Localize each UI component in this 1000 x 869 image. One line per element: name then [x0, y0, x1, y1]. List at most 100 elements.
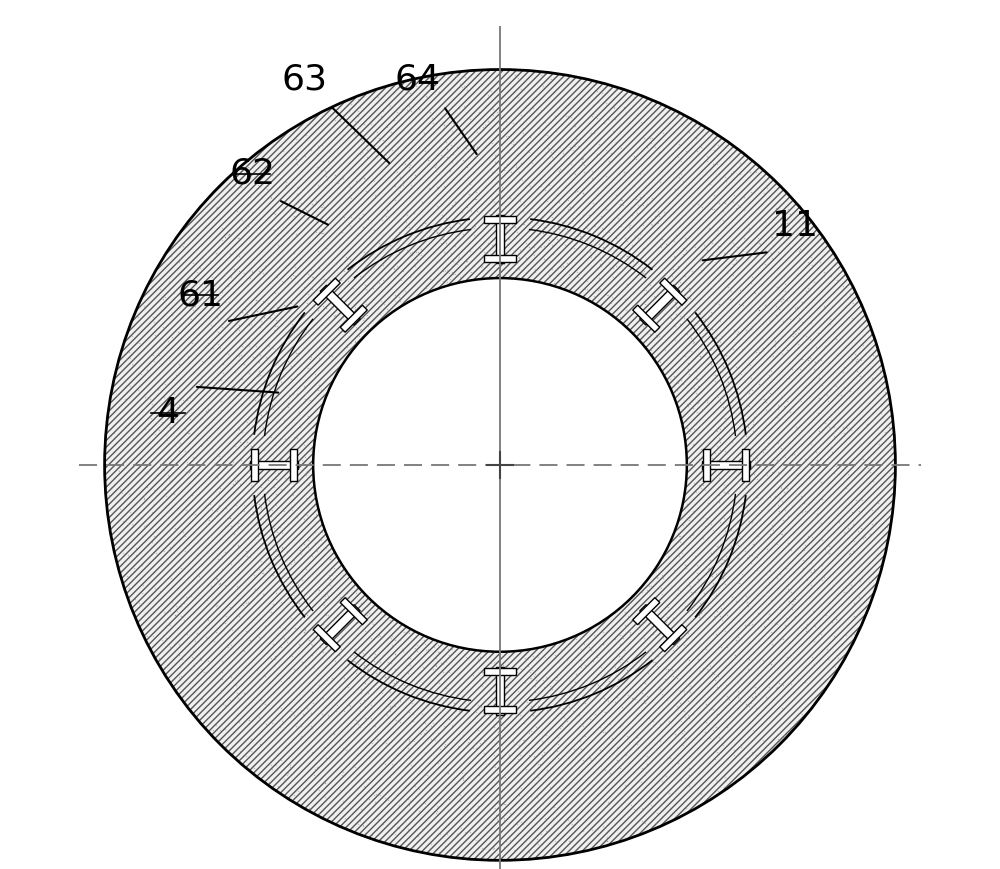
Point: [467, 219, 483, 233]
Point: [323, 634, 339, 648]
Point: [125, 460, 141, 474]
Point: [539, 763, 555, 777]
Point: [445, 665, 461, 679]
Point: [189, 265, 205, 279]
Point: [468, 722, 484, 736]
Point: [501, 748, 517, 762]
Point: [721, 693, 737, 706]
Point: [436, 720, 452, 733]
Point: [315, 222, 331, 236]
Point: [222, 715, 238, 729]
Point: [326, 726, 342, 740]
Point: [217, 616, 233, 630]
Point: [304, 287, 320, 301]
Point: [494, 89, 510, 103]
Point: [262, 311, 278, 325]
Point: [578, 819, 594, 833]
Point: [468, 715, 484, 729]
Point: [618, 107, 634, 121]
Point: [661, 714, 677, 728]
Point: [318, 169, 334, 182]
Point: [277, 471, 293, 485]
Point: [681, 367, 697, 381]
Point: [308, 170, 324, 184]
Point: [251, 672, 267, 686]
Point: [285, 488, 301, 502]
Point: [645, 700, 661, 714]
Point: [706, 454, 722, 468]
Point: [686, 464, 702, 478]
Point: [288, 227, 304, 241]
Point: [210, 501, 226, 515]
Point: [596, 116, 612, 129]
Point: [368, 667, 384, 680]
Point: [445, 116, 461, 130]
Point: [655, 602, 671, 616]
Point: [803, 315, 819, 329]
Point: [583, 753, 599, 767]
Point: [528, 720, 544, 734]
Point: [152, 584, 168, 598]
Point: [608, 135, 624, 149]
Point: [802, 656, 818, 670]
Point: [683, 344, 699, 358]
Point: [272, 362, 288, 376]
Point: [449, 827, 465, 841]
Point: [846, 597, 862, 611]
Point: [198, 630, 214, 644]
Point: [759, 542, 775, 556]
Point: [699, 343, 715, 357]
Point: [807, 570, 823, 584]
Point: [251, 547, 267, 561]
Point: [133, 368, 149, 381]
Point: [202, 255, 218, 269]
Point: [795, 290, 811, 304]
Point: [523, 671, 539, 685]
Point: [404, 248, 420, 262]
Point: [411, 782, 427, 796]
Point: [337, 648, 353, 662]
Point: [710, 239, 726, 253]
Point: [274, 755, 290, 769]
Point: [122, 379, 138, 393]
Point: [338, 593, 354, 607]
Point: [388, 713, 404, 727]
Point: [112, 502, 128, 516]
Point: [392, 184, 408, 198]
Point: [304, 270, 320, 284]
Point: [559, 255, 575, 269]
Point: [313, 201, 329, 215]
Point: [366, 192, 382, 206]
Point: [825, 439, 841, 453]
Point: [583, 747, 599, 761]
Point: [605, 124, 621, 138]
Point: [211, 287, 227, 301]
Point: [711, 471, 727, 485]
Point: [700, 496, 716, 510]
Point: [649, 701, 665, 715]
Point: [436, 740, 452, 753]
Point: [672, 584, 688, 598]
Point: [330, 176, 346, 190]
Point: [335, 593, 351, 607]
Point: [542, 703, 558, 717]
Point: [314, 525, 330, 539]
Point: [604, 289, 620, 303]
Point: [574, 152, 590, 166]
Point: [358, 183, 374, 197]
Point: [336, 297, 352, 311]
Point: [215, 366, 231, 380]
Point: [641, 110, 657, 124]
Point: [695, 660, 711, 674]
Point: [288, 152, 304, 166]
Point: [828, 612, 844, 626]
Point: [422, 272, 438, 286]
Point: [464, 226, 480, 240]
Point: [728, 634, 744, 647]
Point: [770, 398, 786, 412]
Point: [561, 700, 577, 714]
Point: [257, 619, 273, 633]
Point: [254, 262, 270, 276]
Point: [384, 757, 400, 771]
Point: [717, 444, 733, 458]
